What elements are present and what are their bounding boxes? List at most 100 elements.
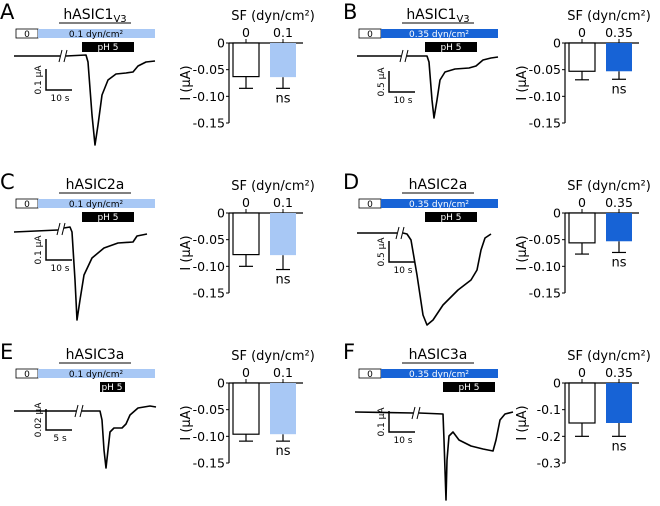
panel-letter: F	[343, 340, 355, 364]
chart-title: SF (dyn/cm²)	[231, 9, 315, 24]
y-tick-label: -0.15	[193, 116, 225, 131]
channel-name: hASIC2a	[409, 177, 468, 193]
y-axis-label: I (µA)	[179, 65, 194, 100]
y-tick-label: -0.15	[193, 456, 225, 471]
bar	[568, 42, 596, 72]
x-tick-label: 0.35	[605, 195, 633, 210]
current-trace	[14, 405, 157, 469]
bar-chart: SF (dyn/cm²)0-0.05-0.10-0.15I (µA)0 0.35n…	[515, 9, 651, 131]
chart-title: SF (dyn/cm²)	[567, 349, 651, 364]
ph-label: pH 5	[440, 213, 461, 223]
sf-zero-label: 0	[367, 370, 373, 380]
bar	[232, 382, 260, 435]
ph-bar	[100, 382, 125, 392]
y-tick-label: -0.05	[529, 232, 561, 247]
scale-y-label: 0.5 µA	[377, 67, 387, 97]
current-trace-group	[354, 406, 514, 501]
chart-title: SF (dyn/cm²)	[567, 9, 651, 24]
ph-bar	[425, 42, 477, 52]
x-tick-label: 0	[578, 195, 586, 210]
sf-zero-label: 0	[367, 30, 373, 40]
panel-letter: B	[343, 0, 357, 24]
y-tick-label: 0	[217, 36, 225, 51]
scale-x-label: 10 s	[393, 266, 412, 276]
sf-bar	[38, 29, 155, 38]
y-tick-label: 0	[553, 206, 561, 221]
channel-title: hASIC2a	[66, 177, 125, 193]
significance-label: ns	[275, 91, 290, 106]
y-tick-label: -0.05	[193, 232, 225, 247]
significance-label: ns	[611, 439, 626, 454]
ph-bar	[425, 212, 477, 222]
chart-title: SF (dyn/cm²)	[231, 179, 315, 194]
bar	[232, 42, 260, 78]
bar	[606, 383, 632, 423]
sf-zero-label: 0	[367, 200, 373, 210]
y-axis-label: I (µA)	[515, 65, 530, 100]
current-trace	[13, 226, 148, 321]
bar	[270, 213, 296, 256]
channel-title: hASIC3a	[66, 347, 125, 363]
y-tick-label: -0.10	[529, 259, 561, 274]
axis-break-icon	[411, 406, 421, 420]
ph-bar	[443, 382, 495, 392]
channel-subscript: V3	[113, 14, 126, 25]
current-trace	[357, 232, 492, 326]
x-tick-label: 0.1	[273, 195, 293, 210]
channel-title: hASIC3a	[409, 347, 468, 363]
bar-chart: SF (dyn/cm²)0-0.05-0.10-0.15I (µA)0 0.1ns	[179, 349, 315, 471]
ph-label: pH 5	[97, 43, 118, 53]
y-tick-label: 0	[553, 376, 561, 391]
y-tick-label: -0.3	[537, 456, 561, 471]
scale-x-label: 5 s	[53, 434, 67, 444]
current-trace-group	[357, 226, 492, 326]
sf-label: 0.1 dyn/cm²	[69, 200, 124, 210]
y-tick-label: -0.15	[193, 286, 225, 301]
scale-y-label: 0.5 µA	[377, 237, 387, 267]
y-tick-label: -0.15	[529, 286, 561, 301]
bar-chart: SF (dyn/cm²)0-0.05-0.10-0.15I (µA)0 0.1ns	[179, 9, 315, 131]
panel-letter: D	[343, 170, 359, 194]
panel-letter: E	[0, 340, 13, 364]
panel-letter: A	[0, 0, 15, 24]
current-trace	[14, 54, 156, 146]
scale-bar	[388, 411, 415, 433]
sf-zero-label: 0	[24, 200, 30, 210]
scale-x-label: 10 s	[50, 94, 69, 104]
axis-break-icon	[399, 49, 409, 63]
y-tick-label: -0.10	[193, 259, 225, 274]
chart-title: SF (dyn/cm²)	[567, 179, 651, 194]
chart-title: SF (dyn/cm²)	[231, 349, 315, 364]
sf-label: 0.35 dyn/cm²	[409, 30, 469, 40]
scale-bar	[45, 409, 72, 431]
bar	[270, 43, 296, 78]
ph-label: pH 5	[97, 213, 118, 223]
scale-x-label: 10 s	[50, 264, 69, 274]
scale-x-label: 10 s	[393, 96, 412, 106]
significance-label: ns	[611, 82, 626, 97]
y-tick-label: 0	[553, 36, 561, 51]
channel-name: hASIC3a	[66, 347, 125, 363]
current-trace	[357, 55, 499, 119]
sf-label: 0.35 dyn/cm²	[409, 200, 469, 210]
x-tick-label: 0.1	[273, 25, 293, 40]
significance-label: ns	[611, 255, 626, 270]
ph-bar	[82, 212, 134, 222]
bar-chart: SF (dyn/cm²)0-0.05-0.10-0.15I (µA)0 0.35n…	[515, 179, 651, 301]
axis-break-icon	[395, 226, 405, 240]
ph-label: pH 5	[458, 383, 479, 393]
axis-break-icon	[74, 404, 84, 418]
sf-bar	[381, 199, 498, 208]
scale-y-label: 0.1 µA	[34, 235, 44, 265]
x-tick-label: 0	[242, 25, 250, 40]
x-tick-label: 0	[242, 365, 250, 380]
sf-zero-label: 0	[24, 30, 30, 40]
y-tick-label: -0.05	[193, 402, 225, 417]
x-tick-label: 0	[578, 365, 586, 380]
